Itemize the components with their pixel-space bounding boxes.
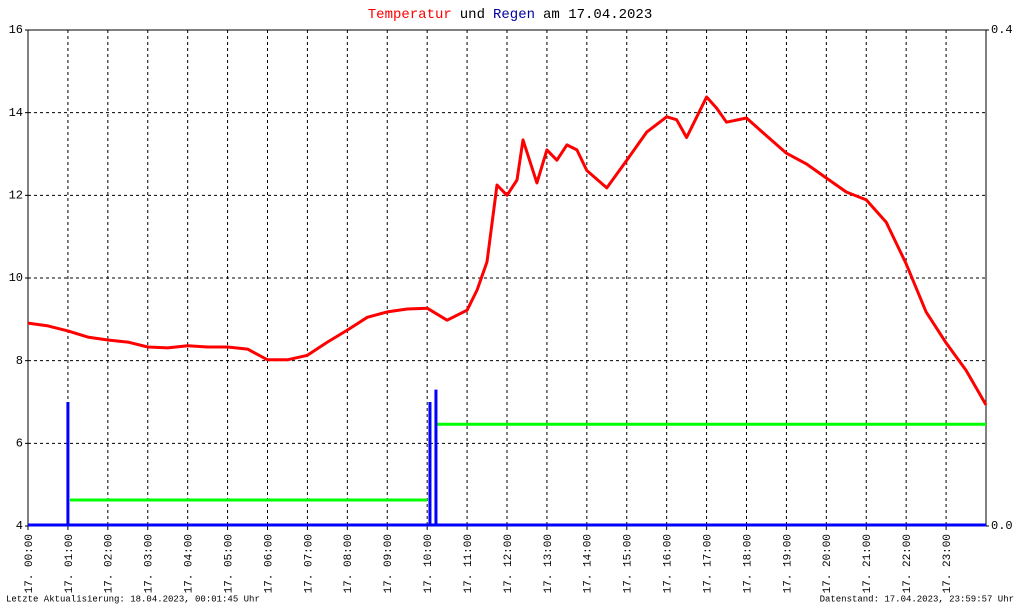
y2-tick-label: 0.0 [991, 519, 1013, 533]
rain-bar [66, 402, 70, 526]
rain-bar [428, 402, 432, 526]
title-part: Temperatur [368, 7, 452, 23]
x-tick-label: 17. 16:00 [663, 534, 675, 593]
x-tick-label: 17. 09:00 [383, 534, 395, 593]
y-tick-label: 8 [16, 354, 23, 368]
x-tick-label: 17. 06:00 [263, 534, 275, 593]
series-line [27, 95, 988, 406]
footer-right: Datenstand: 17.04.2023, 23:59:57 Uhr [820, 594, 1014, 604]
y2-tick-label: 0.4 [991, 23, 1013, 37]
x-tick-label: 17. 18:00 [742, 534, 754, 593]
title-part: Regen [493, 7, 535, 23]
x-tick-label: 17. 21:00 [862, 534, 874, 593]
x-tick-label: 17. 04:00 [184, 534, 196, 593]
y-tick-label: 4 [16, 519, 23, 533]
chart-title: Temperatur und Regen am 17.04.2023 [368, 7, 652, 23]
x-tick-label: 17. 12:00 [503, 534, 515, 593]
x-tick-label: 17. 10:00 [423, 534, 435, 593]
x-tick-label: 17. 01:00 [64, 534, 76, 593]
x-tick-label: 17. 02:00 [104, 534, 116, 593]
y-tick-label: 14 [9, 106, 23, 120]
footer-left: Letzte Aktualisierung: 18.04.2023, 00:01… [6, 594, 260, 604]
x-tick-label: 17. 13:00 [543, 534, 555, 593]
x-tick-label: 17. 17:00 [702, 534, 714, 593]
x-tick-label: 17. 14:00 [583, 534, 595, 593]
x-tick-label: 17. 08:00 [343, 534, 355, 593]
x-tick-label: 17. 05:00 [223, 534, 235, 593]
x-tick-label: 17. 23:00 [942, 534, 954, 593]
rain-bar [434, 389, 438, 526]
x-tick-label: 17. 03:00 [144, 534, 156, 593]
y-tick-label: 16 [9, 23, 23, 37]
y-tick-label: 10 [9, 271, 23, 285]
x-tick-label: 17. 15:00 [623, 534, 635, 593]
x-tick-label: 17. 07:00 [303, 534, 315, 593]
x-tick-label: 17. 22:00 [902, 534, 914, 593]
x-tick-label: 17. 11:00 [463, 534, 475, 593]
x-tick-label: 17. 19:00 [782, 534, 794, 593]
series-line [69, 422, 986, 502]
title-part: und [460, 7, 485, 23]
x-tick-label: 17. 00:00 [24, 534, 36, 593]
x-tick-label: 17. 20:00 [822, 534, 834, 593]
y-tick-label: 6 [16, 437, 23, 451]
title-part: am 17.04.2023 [543, 7, 652, 23]
y-tick-label: 12 [9, 189, 23, 203]
